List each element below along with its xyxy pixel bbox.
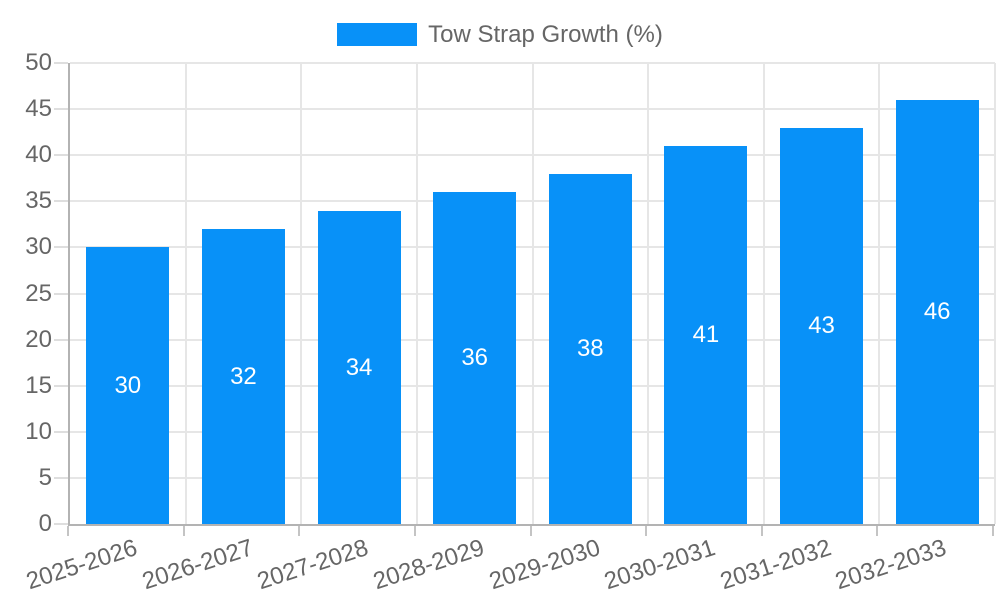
y-axis-tick-label: 35 bbox=[25, 187, 52, 215]
y-axis-tick-label: 5 bbox=[38, 463, 52, 491]
y-axis-tick-mark bbox=[54, 430, 68, 433]
x-axis-tick-label: 2031-2032 bbox=[716, 534, 835, 596]
y-axis-tick-label: 0 bbox=[38, 510, 52, 537]
bar-2030-2031: 41 bbox=[664, 146, 748, 524]
y-axis-tick-label: 15 bbox=[25, 371, 52, 399]
y-axis-tick-mark bbox=[54, 154, 68, 157]
bar-value-label: 36 bbox=[461, 344, 489, 371]
bar-value-label: 41 bbox=[692, 321, 720, 348]
x-axis-tick-mark bbox=[182, 526, 185, 536]
y-axis-tick-label: 10 bbox=[25, 417, 52, 445]
x-axis-tick-mark bbox=[992, 526, 994, 536]
legend[interactable]: Tow Strap Growth (%) bbox=[0, 21, 1000, 47]
plot-area: 30 32 34 36 38 41 43 46 bbox=[68, 62, 996, 526]
x-axis-tick-mark bbox=[760, 526, 763, 536]
bar-2026-2027: 32 bbox=[201, 229, 285, 524]
y-axis-tick-mark bbox=[54, 62, 68, 64]
y-axis-tick-mark bbox=[54, 523, 68, 525]
x-axis-tick-mark bbox=[298, 526, 301, 536]
bar-2027-2028: 34 bbox=[317, 211, 401, 524]
bar-value-label: 30 bbox=[114, 371, 142, 399]
y-axis-tick-label: 50 bbox=[25, 49, 52, 76]
y-axis-tick-label: 40 bbox=[25, 141, 52, 169]
y-axis-tick-mark bbox=[54, 108, 68, 111]
bar-value-label: 38 bbox=[576, 335, 604, 362]
gridline-vertical bbox=[415, 63, 418, 524]
x-axis-tick-label: 2030-2031 bbox=[601, 534, 719, 596]
x-axis-tick-mark bbox=[876, 526, 879, 536]
y-axis-tick-mark bbox=[54, 246, 68, 249]
x-axis-tick-label: 2029-2030 bbox=[485, 534, 604, 596]
legend-label: Tow Strap Growth (%) bbox=[428, 21, 663, 48]
x-axis-tick-mark bbox=[413, 526, 416, 536]
gridline-vertical bbox=[647, 63, 650, 524]
x-axis-tick-mark bbox=[645, 526, 648, 536]
bar-2031-2032: 43 bbox=[780, 128, 864, 524]
x-axis-tick-mark bbox=[67, 526, 69, 536]
x-axis-tick-label: 2027-2028 bbox=[254, 534, 372, 596]
y-axis-tick-mark bbox=[54, 292, 68, 295]
gridline-vertical bbox=[184, 63, 187, 524]
bar-value-label: 34 bbox=[345, 353, 373, 381]
bar-2025-2026: 30 bbox=[86, 247, 170, 524]
x-axis-tick-label: 2025-2026 bbox=[23, 534, 141, 596]
gridline-vertical bbox=[300, 63, 303, 524]
y-axis-tick-mark bbox=[54, 476, 68, 479]
y-axis-tick-mark bbox=[54, 338, 68, 341]
y-axis-tick-mark bbox=[54, 384, 68, 387]
x-axis-tick-label: 2028-2029 bbox=[369, 534, 488, 596]
y-axis-tick-label: 45 bbox=[25, 95, 52, 123]
bar-2032-2033: 46 bbox=[895, 100, 979, 524]
gridline-vertical bbox=[531, 63, 534, 524]
gridline-vertical bbox=[994, 63, 996, 524]
bar-2029-2030: 38 bbox=[548, 174, 632, 524]
y-axis-tick-label: 30 bbox=[25, 233, 52, 261]
legend-swatch-icon bbox=[337, 22, 418, 46]
bar-2028-2029: 36 bbox=[433, 192, 517, 524]
bar-value-label: 46 bbox=[923, 298, 951, 325]
y-axis-tick-label: 25 bbox=[25, 279, 52, 307]
gridline-vertical bbox=[878, 63, 881, 524]
y-axis-tick-label: 20 bbox=[25, 325, 52, 353]
x-axis-tick-label: 2032-2033 bbox=[832, 534, 950, 596]
y-axis-tick-mark bbox=[54, 200, 68, 203]
bar-value-label: 32 bbox=[230, 362, 257, 390]
bar-value-label: 43 bbox=[808, 312, 835, 339]
x-axis-tick-mark bbox=[529, 526, 532, 536]
gridline-vertical bbox=[762, 63, 765, 524]
x-axis-tick-label: 2026-2027 bbox=[138, 534, 257, 596]
